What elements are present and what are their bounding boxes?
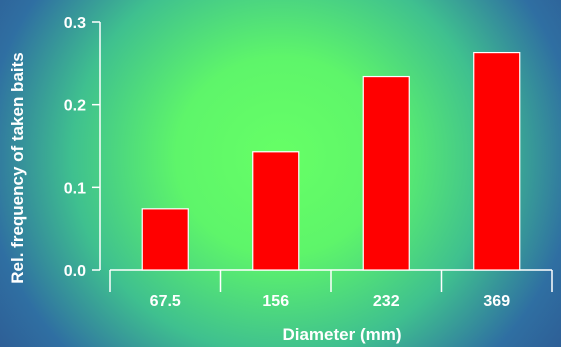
y-tick-label: 0.2 <box>64 98 86 115</box>
x-axis-label: Diameter (mm) <box>282 325 401 344</box>
x-tick-label: 67.5 <box>150 293 181 310</box>
x-tick-label: 156 <box>262 293 289 310</box>
y-tick-label: 0.1 <box>64 180 86 197</box>
bars <box>141 51 521 271</box>
x-tick-label: 369 <box>483 293 510 310</box>
x-tick-label: 232 <box>373 293 400 310</box>
bar-369 <box>473 51 521 271</box>
y-axis: 0.0 0.1 0.2 0.3 <box>64 15 101 280</box>
y-tick-label: 0.0 <box>64 263 86 280</box>
bar-232 <box>362 75 410 271</box>
x-axis: 67.5 156 232 369 <box>109 269 553 310</box>
bar-156 <box>252 151 300 271</box>
bar-67.5 <box>141 208 189 271</box>
y-tick-label: 0.3 <box>64 15 86 32</box>
y-axis-label: Rel. frequency of taken baits <box>8 52 27 283</box>
